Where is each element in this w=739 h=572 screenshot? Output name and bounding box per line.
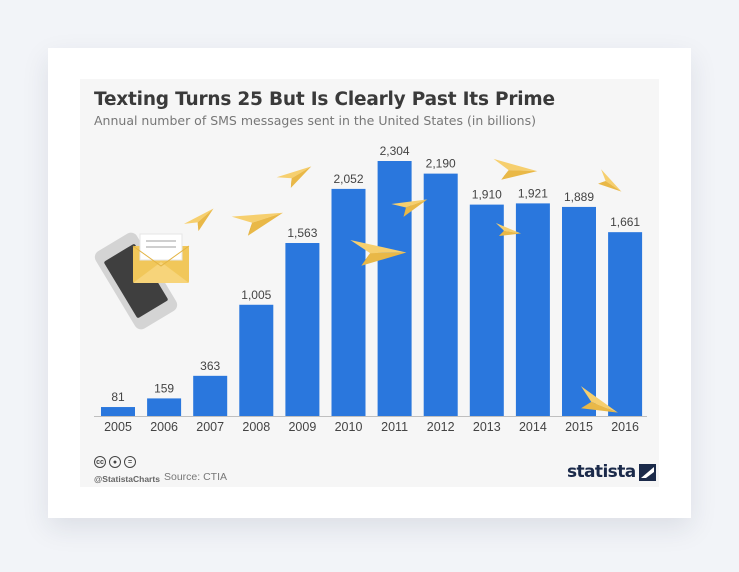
bar — [423, 173, 458, 416]
brand-name: statista — [567, 462, 636, 482]
x-tick-label: 2006 — [150, 420, 178, 434]
bar-value-label: 2,190 — [426, 157, 456, 171]
x-tick-label: 2011 — [381, 420, 408, 434]
x-tick-label: 2013 — [473, 420, 501, 434]
chart-title: Texting Turns 25 But Is Clearly Past Its… — [94, 89, 555, 110]
equals-icon: = — [124, 456, 136, 468]
x-tick-label: 2005 — [104, 420, 132, 434]
bar — [285, 243, 320, 416]
bar-value-label: 1,889 — [564, 190, 594, 204]
bar-value-label: 1,005 — [241, 288, 271, 302]
bar — [608, 232, 643, 416]
chart-subtitle: Annual number of SMS messages sent in th… — [94, 113, 536, 128]
x-tick-label: 2012 — [427, 420, 455, 434]
source-note: Source: CTIA — [164, 471, 228, 483]
x-tick-label: 2010 — [335, 420, 363, 434]
x-tick-label: 2009 — [288, 420, 316, 434]
bar — [515, 203, 550, 416]
x-tick-label: 2014 — [519, 420, 547, 434]
cc-icon: cc — [94, 456, 106, 468]
paper-plane-icon — [231, 212, 283, 236]
attribution-icon: ● — [109, 456, 121, 468]
bar — [239, 304, 274, 416]
paper-plane-icon — [598, 169, 622, 192]
x-tick-label: 2015 — [565, 420, 593, 434]
paper-plane-icon — [183, 208, 214, 232]
bar — [147, 398, 182, 416]
paper-plane-icon — [493, 158, 538, 180]
bar-value-label: 363 — [200, 359, 220, 373]
statista-logo-mark — [638, 463, 656, 481]
bar — [193, 375, 228, 416]
bar — [469, 204, 504, 416]
paper-plane-icon — [276, 166, 312, 188]
bar-value-label: 1,563 — [287, 226, 317, 240]
bar — [101, 407, 135, 416]
x-tick-label: 2008 — [242, 420, 270, 434]
bar — [331, 188, 366, 416]
bar-value-label: 1,921 — [518, 186, 548, 200]
bar — [562, 206, 596, 416]
license-icons: cc ● = — [94, 456, 136, 468]
statista-logo: statista — [567, 462, 656, 482]
bar-value-label: 1,661 — [610, 215, 640, 229]
bar-value-label: 1,910 — [472, 188, 502, 202]
bar-value-label: 159 — [154, 381, 174, 395]
envelope-icon — [132, 233, 190, 283]
twitter-handle: @StatistaCharts — [94, 474, 160, 484]
bar — [377, 161, 412, 416]
bar-value-label: 2,304 — [380, 144, 410, 158]
x-tick-label: 2007 — [196, 420, 224, 434]
x-tick-label: 2016 — [611, 420, 639, 434]
bar-value-label: 81 — [111, 390, 125, 404]
bar-value-label: 2,052 — [333, 172, 363, 186]
